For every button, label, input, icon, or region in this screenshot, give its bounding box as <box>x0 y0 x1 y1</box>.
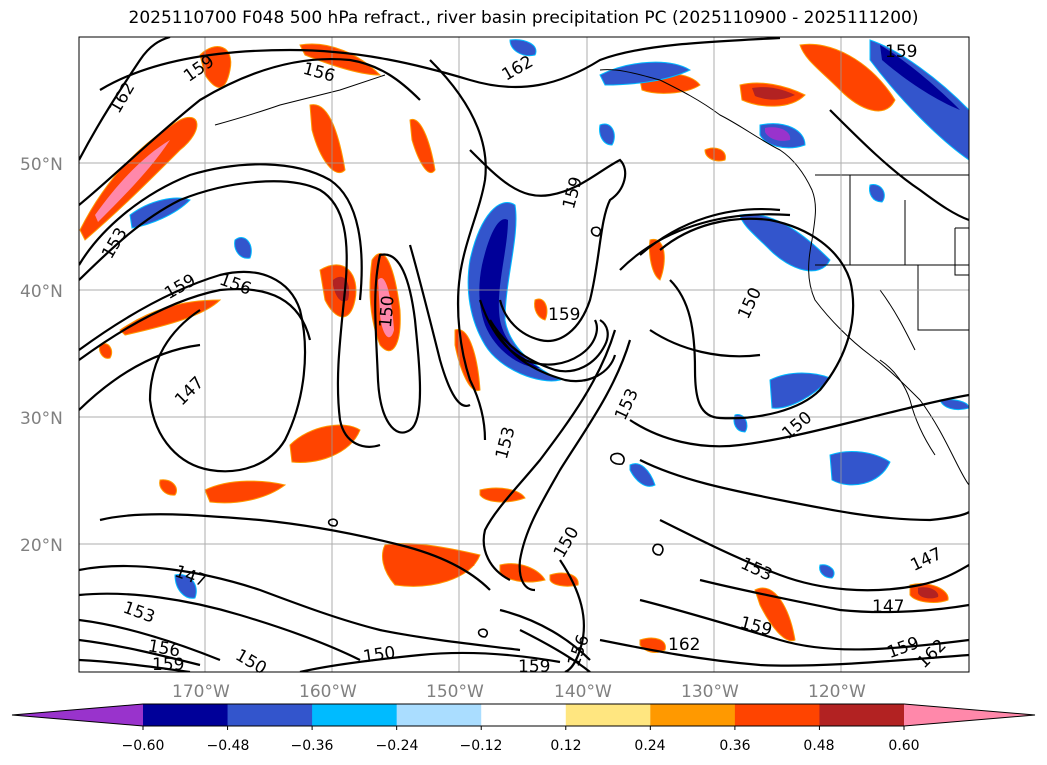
colorbar-segment <box>565 704 651 726</box>
colorbar-segment <box>734 704 820 726</box>
lon-label-160w: 160°W <box>299 682 357 702</box>
colorbar-extend-low <box>12 704 143 726</box>
colorbar-segment <box>143 704 229 726</box>
colorbar-tick-label: −0.12 <box>460 738 503 754</box>
lat-label-20n: 20°N <box>20 536 63 556</box>
contour-label: 147 <box>872 597 904 617</box>
contour-label: 162 <box>668 635 700 655</box>
latitude-labels: 50°N 40°N 30°N 20°N <box>20 155 63 556</box>
lat-label-30n: 30°N <box>20 409 63 429</box>
colorbar-segment <box>481 704 567 726</box>
colorbar-tick-label: 0.12 <box>550 738 581 754</box>
colorbar-tick-label: 0.24 <box>634 738 665 754</box>
lon-label-150w: 150°W <box>426 682 484 702</box>
colorbar-tick-label: −0.60 <box>122 738 165 754</box>
colorbar-segment <box>227 704 313 726</box>
colorbar-tick-labels: −0.60 −0.48 −0.36 −0.24 −0.12 0.12 0.24 … <box>122 738 920 754</box>
colorbar-tick-label: 0.48 <box>803 738 834 754</box>
colorbar-tick-label: 0.60 <box>888 738 919 754</box>
longitude-labels: 170°W 160°W 150°W 140°W 130°W 120°W <box>172 682 866 702</box>
contour-label: 159 <box>152 655 184 675</box>
lat-label-50n: 50°N <box>20 155 63 175</box>
colorbar-extend-high <box>904 704 1035 726</box>
colorbar-tick-label: 0.36 <box>719 738 750 754</box>
colorbar-segment <box>312 704 398 726</box>
contour-label: 159 <box>548 305 580 325</box>
colorbar-tick-label: −0.24 <box>376 738 419 754</box>
colorbar-tick-label: −0.48 <box>207 738 250 754</box>
map-panel[interactable] <box>79 37 969 672</box>
lon-label-170w: 170°W <box>172 682 230 702</box>
lat-label-40n: 40°N <box>20 282 63 302</box>
colorbar-segment <box>819 704 905 726</box>
contour-label: 150 <box>362 643 397 667</box>
colorbar-segment <box>396 704 482 726</box>
map-frame <box>78 36 970 673</box>
contour-label: 159 <box>885 42 917 62</box>
colorbar-tick-label: −0.36 <box>291 738 334 754</box>
lon-label-120w: 120°W <box>808 682 866 702</box>
colorbar-segment <box>650 704 736 726</box>
refractivity-contours <box>79 37 969 672</box>
map-title: 2025110700 F048 500 hPa refract., river … <box>128 8 919 28</box>
contour-label: 159 <box>518 657 550 677</box>
lon-label-130w: 130°W <box>681 682 739 702</box>
lon-label-140w: 140°W <box>554 682 612 702</box>
colorbar <box>11 703 1036 730</box>
small-contours <box>327 226 664 638</box>
contour-label: 150 <box>376 295 399 329</box>
